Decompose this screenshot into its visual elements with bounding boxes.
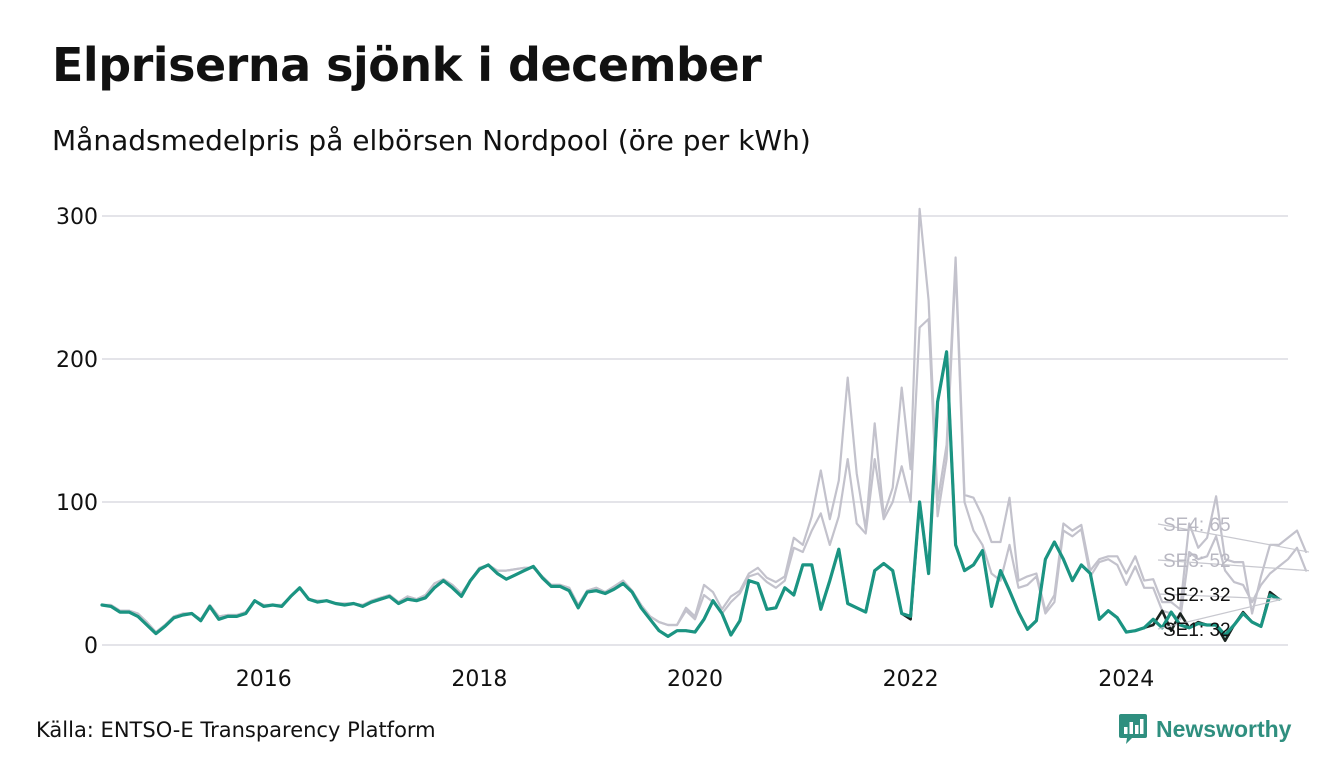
series-label-se2: SE2: 32 bbox=[1163, 585, 1231, 606]
y-tick-label: 0 bbox=[84, 634, 98, 659]
leader-line-se3 bbox=[1157, 559, 1310, 572]
series-line-se3 bbox=[100, 265, 1308, 634]
series-label-se4: SE4: 65 bbox=[1163, 515, 1231, 536]
x-tick-label: 2024 bbox=[1098, 667, 1154, 692]
y-axis-ticks: 0 100 200 300 bbox=[56, 205, 98, 659]
series-lines bbox=[100, 207, 1308, 642]
series-label-se3: SE3: 52 bbox=[1163, 551, 1231, 572]
brand-logo: Newsworthy bbox=[1118, 712, 1291, 746]
y-tick-label: 300 bbox=[56, 205, 98, 230]
y-tick-label: 100 bbox=[56, 491, 98, 516]
leader-line-se1 bbox=[1157, 598, 1283, 630]
x-tick-label: 2018 bbox=[451, 667, 507, 692]
series-line-se2 bbox=[100, 350, 1281, 642]
chart-title: Elpriserna sjönk i december bbox=[52, 38, 762, 92]
source-note: Källa: ENTSO-E Transparency Platform bbox=[36, 718, 436, 742]
grid-lines bbox=[102, 215, 1288, 646]
x-axis-ticks: 2016 2018 2020 2022 2024 bbox=[236, 667, 1155, 692]
series-end-labels: SE4: 65 SE3: 52 SE2: 32 SE1: 32 bbox=[1157, 515, 1310, 641]
series-line-se1 bbox=[100, 350, 1281, 638]
series-label-se1: SE1: 32 bbox=[1163, 620, 1231, 641]
brand-name: Newsworthy bbox=[1156, 715, 1292, 742]
bar-chart-speech-bubble-icon bbox=[1119, 714, 1147, 744]
x-tick-label: 2016 bbox=[236, 667, 292, 692]
y-tick-label: 200 bbox=[56, 348, 98, 373]
series-line-se4 bbox=[100, 207, 1308, 634]
x-tick-label: 2020 bbox=[667, 667, 723, 692]
leader-line-se2 bbox=[1157, 593, 1283, 600]
x-tick-label: 2022 bbox=[883, 667, 939, 692]
leader-line-se4 bbox=[1157, 523, 1310, 553]
chart-subtitle: Månadsmedelpris på elbörsen Nordpool (ör… bbox=[52, 124, 811, 157]
